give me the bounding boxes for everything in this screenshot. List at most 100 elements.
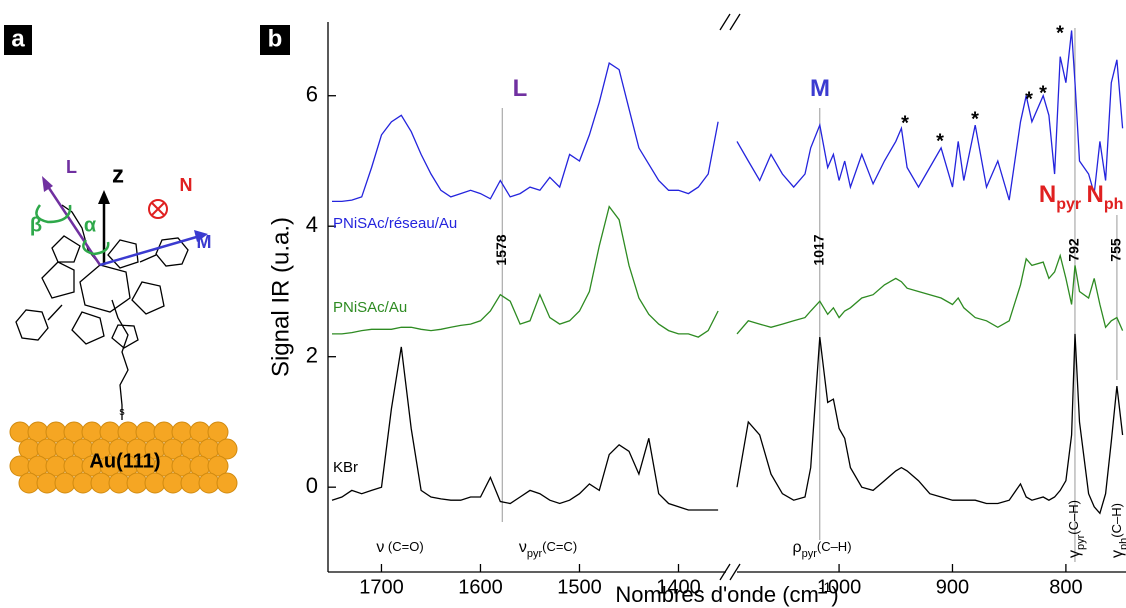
bond [139,254,157,263]
y-tick-label: 6 [306,82,318,107]
y-axis-title: Signal IR (u.a.) [267,217,294,377]
x-axis-title-part: ) [831,582,838,607]
axis-label: L [66,157,77,177]
series-label: KBr [333,459,358,476]
band-label-part: pyr [1075,534,1087,550]
peak-label: M [810,75,830,102]
gold-atom [126,472,148,494]
peak-label-part: pyr [1056,196,1081,213]
gold-atom [162,472,184,494]
gold-atom [180,472,202,494]
surface-label: Au(111) [89,450,160,472]
asterisk: * [971,108,979,130]
bond [47,304,63,321]
into-page-symbol [151,202,165,216]
break-mark [729,13,741,31]
x-axis-title-part: Nombres d'onde (cm [615,582,819,607]
band-label-part: (C–H) [1109,503,1124,538]
x-tick-label: 1000 [817,576,862,598]
phenyl [15,309,49,341]
rotation-arrow [35,204,72,224]
asterisk: * [1056,22,1064,44]
panel-label-box [4,25,32,55]
peak-label-part: N [1039,181,1056,208]
asterisk: * [1025,88,1033,110]
reference-label: 1578 [493,234,509,265]
band-label-part: (C–H) [817,539,852,554]
pyrrole [71,311,105,345]
x-tick-label: 800 [1049,576,1082,598]
spectrum-line [736,30,1124,201]
atom-label: s [119,406,125,418]
gold-atom [18,472,40,494]
angle-label: β [30,214,42,236]
axis-label: z [112,161,124,188]
x-axis-title-part: -1 [819,579,832,595]
break-mark [719,563,731,581]
molecule [15,204,189,420]
spectrum-line [736,333,1124,515]
band-label-part: ρ [792,539,801,556]
ring [79,264,131,313]
band-label-part: (C–H) [1066,500,1081,535]
gold-atom [90,472,112,494]
spectrum-line [332,205,719,338]
band-label: γpyr(C–H) [1066,500,1087,558]
peak-label: Nph [1087,181,1124,212]
gold-atom [207,455,229,477]
pyrrole [51,235,81,263]
phenyl [155,237,189,267]
plot: 0 2 4 6 1700 1600 1500 1400 1000 900 800 1578 1017 79… [306,22,1124,598]
chain [111,299,129,420]
gold-atom [144,472,166,494]
spectrum-line [332,62,719,203]
panel-label: b [268,25,283,52]
peak-label-part: ph [1104,196,1124,213]
asterisk: * [1039,82,1047,104]
arrow-head [194,230,208,242]
y-tick-label: 0 [306,473,318,498]
band-label: ν (C=O) [376,539,423,556]
band-label: γph(C–H) [1109,503,1126,558]
arrow-head [42,176,53,192]
gold-atom [108,472,130,494]
asterisk: * [901,112,909,134]
pyrrole [131,281,165,315]
x-tick-label: 1400 [656,576,701,598]
gold-atom [216,472,238,494]
panel-label-box [260,25,290,55]
reference-label: 792 [1066,238,1082,262]
break-mark [729,563,741,581]
band-label-part: ν [519,539,527,556]
x-tick-label: 1600 [458,576,503,598]
band-label: νpyr(C=C) [519,539,577,560]
spectrum-line [736,253,1124,335]
axis-label: M [197,232,212,252]
band-label-part: ph [1118,538,1126,550]
axis-arrow [43,181,102,266]
axis-label: N [180,175,193,195]
axis-break [719,13,741,581]
break-mark [719,13,731,31]
reference-label: 1017 [810,234,826,265]
series-label: PNiSAc/réseau/Au [333,215,457,232]
axis-arrow [99,234,201,267]
peak-label-part: N [1087,181,1104,208]
reference-label: 755 [1108,238,1124,262]
band-label-part: pyr [802,548,818,560]
gold-atom [72,472,94,494]
x-axis-title: Nombres d'onde (cm-1) [615,579,838,607]
panel-label: a [11,25,25,52]
into-page-symbol [148,199,168,219]
spectrum-line [331,346,719,511]
gold-atom [216,438,238,460]
band-label: ρpyr(C–H) [792,539,851,560]
band-label-part: ν [376,539,384,556]
peak-label: Npyr [1039,181,1081,212]
band-label-part: γ [1109,550,1126,558]
y-tick-label: 4 [306,212,318,237]
x-tick-label: 1700 [359,576,404,598]
angle-label: α [84,214,97,236]
pyrrole [111,324,139,349]
rotation-arrow [82,239,110,256]
